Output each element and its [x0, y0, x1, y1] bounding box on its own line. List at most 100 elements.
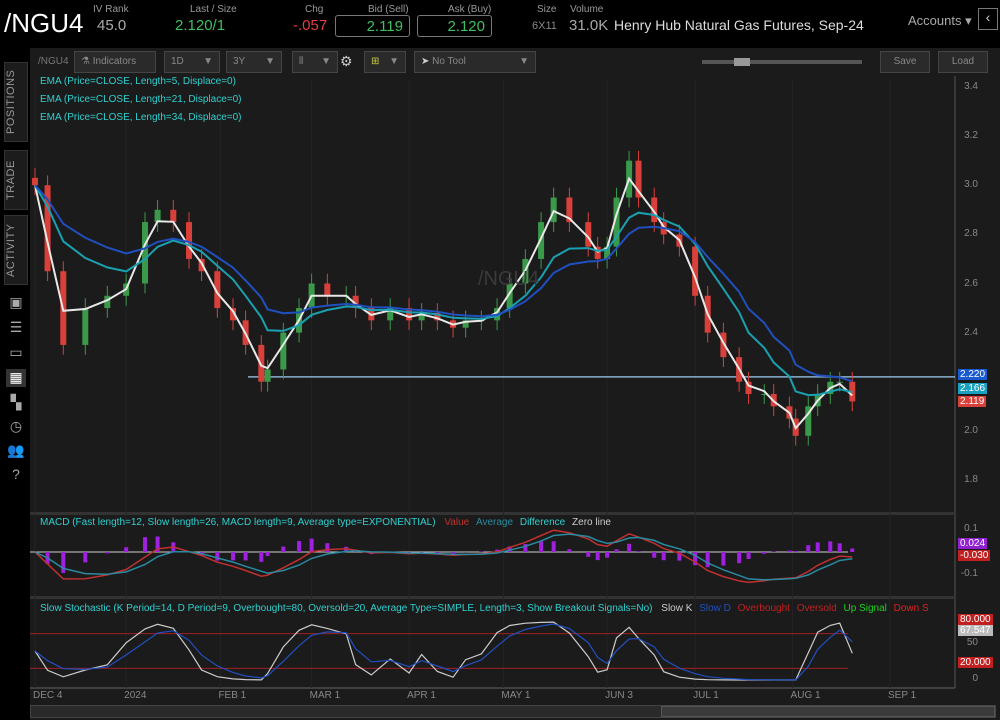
last-label: Last / Size	[190, 4, 237, 15]
date-tick-label: APR 1	[407, 690, 436, 701]
grid-icon[interactable]: ▚	[10, 394, 22, 410]
macd-histogram-bar	[231, 552, 236, 561]
zoom-slider[interactable]	[702, 58, 862, 66]
date-tick-label: AUG 1	[790, 690, 821, 701]
macd-tick-label: 0.1	[964, 523, 978, 534]
accounts-menu[interactable]: Accounts ▾	[908, 13, 972, 29]
macd-value-legend: Value	[444, 517, 470, 528]
chart-icon[interactable]: ▦	[6, 369, 26, 387]
candle-body	[324, 283, 331, 296]
macd-histogram-bar	[551, 541, 556, 552]
macd-zero-legend: Zero line	[572, 517, 611, 528]
macd-histogram-bar	[507, 546, 512, 552]
tv-icon[interactable]: ▭	[9, 344, 23, 360]
macd-histogram-bar	[265, 552, 270, 557]
description: Henry Hub Natural Gas Futures, Sep-24	[614, 17, 864, 33]
date-tick-label: MAY 1	[501, 690, 531, 701]
monitor-icon[interactable]: ▣	[9, 294, 23, 310]
drawing-select[interactable]: ⊞ ▼	[364, 51, 406, 73]
candle-body	[264, 369, 271, 382]
candle-body	[761, 394, 768, 396]
macd-histogram-bar	[143, 537, 148, 552]
gear-icon[interactable]: ⚙	[340, 53, 353, 69]
overbought-tag: 80.000	[958, 614, 993, 625]
macd-value-tag: -0.030	[958, 550, 991, 561]
date-tick-label: DEC 4	[33, 690, 63, 701]
candle-body	[82, 308, 89, 345]
stoch-tick-label: 0	[972, 673, 978, 684]
aggregation-select[interactable]: 1D ▼	[164, 51, 220, 73]
help-icon[interactable]: ?	[12, 466, 20, 482]
chart-symbol[interactable]: /NGU4	[38, 56, 69, 67]
chart-toolbar: /NGU4 ⚗ Indicators 1D ▼ 3Y ▼ ⫴ ▼ ⚙ ⊞ ▼ ➤ No …	[30, 48, 1000, 76]
macd-histogram-bar	[309, 538, 314, 552]
macd-histogram-bar	[281, 546, 286, 552]
macd-histogram-bar	[155, 536, 160, 552]
candle-body	[214, 271, 221, 309]
macd-histogram-bar	[259, 552, 264, 562]
tool-select[interactable]: ➤ No Tool ▼	[414, 51, 536, 73]
bid-button[interactable]: 2.119	[335, 15, 410, 37]
last-price: 2.120/1	[175, 17, 225, 34]
macd-histogram-bar	[325, 543, 330, 552]
candle-body	[280, 332, 287, 370]
overbought-legend: Overbought	[737, 603, 790, 614]
list-icon[interactable]: ☰	[9, 319, 23, 335]
candle-body	[550, 197, 557, 223]
macd-histogram-bar	[105, 552, 110, 554]
ema21-line	[34, 184, 853, 397]
ema5-line	[34, 176, 853, 430]
load-button[interactable]: Load	[938, 51, 988, 73]
macd-legend: MACD (Fast length=12, Slow length=26, MA…	[40, 517, 611, 528]
ema5-legend: EMA (Price=CLOSE, Length=5, Displace=0)	[40, 76, 236, 87]
ask-button[interactable]: 2.120	[417, 15, 492, 37]
ema34-line	[34, 184, 853, 383]
candle-body	[745, 381, 752, 395]
volume-label: Volume	[570, 4, 604, 15]
macd-diff-legend: Difference	[519, 517, 566, 528]
oversold-legend: Oversold	[796, 603, 837, 614]
range-select[interactable]: 3Y ▼	[226, 51, 282, 73]
drawings-icon: ⊞	[371, 56, 380, 67]
macd-histogram-bar	[605, 552, 610, 558]
collapse-button[interactable]: ‹	[978, 8, 998, 30]
oversold-tag: 20.000	[958, 657, 993, 668]
chart-style-select[interactable]: ⫴ ▼	[292, 51, 338, 73]
last-size: /1	[212, 17, 226, 34]
chevron-down-icon: ▼	[519, 56, 529, 67]
volume: 31.0K	[569, 17, 609, 34]
downsignal-legend: Down S	[893, 603, 929, 614]
macd-histogram-bar	[693, 552, 698, 566]
save-button[interactable]: Save	[880, 51, 930, 73]
ema21-price-tag: 2.166	[958, 383, 988, 394]
scrollbar-thumb[interactable]	[661, 706, 995, 717]
macd-histogram-bar	[721, 552, 726, 566]
macd-histogram-bar	[595, 552, 600, 561]
candle-body	[506, 283, 513, 309]
macd-histogram-bar	[627, 543, 632, 552]
upsignal-legend: Up Signal	[843, 603, 887, 614]
zoom-slider-thumb[interactable]	[734, 58, 750, 66]
clock-icon[interactable]: ◷	[9, 418, 23, 434]
candle-body	[387, 308, 394, 321]
indicators-button[interactable]: ⚗ Indicators	[74, 51, 156, 73]
people-icon[interactable]: 👥	[7, 442, 25, 458]
candle-body	[434, 312, 441, 321]
candle-body	[720, 332, 727, 358]
change: -.057	[293, 17, 328, 34]
macd-avg-legend: Average	[475, 517, 514, 528]
macd-histogram-bar	[652, 552, 657, 558]
macd-histogram-bar	[215, 552, 220, 561]
symbol[interactable]: /NGU4	[4, 8, 84, 38]
chevron-down-icon: ▼	[265, 56, 275, 67]
stoch-tick-label: 50	[966, 637, 978, 648]
macd-histogram-bar	[793, 551, 798, 552]
macd-histogram-bar	[762, 552, 767, 554]
date-tick-label: MAR 1	[309, 690, 341, 701]
macd-histogram-bar	[837, 543, 842, 552]
horizontal-scrollbar[interactable]	[30, 705, 996, 718]
aggregation-value: 1D	[171, 56, 184, 67]
indicators-label: Indicators	[92, 56, 137, 67]
ask-label: Ask (Buy)	[448, 4, 492, 15]
